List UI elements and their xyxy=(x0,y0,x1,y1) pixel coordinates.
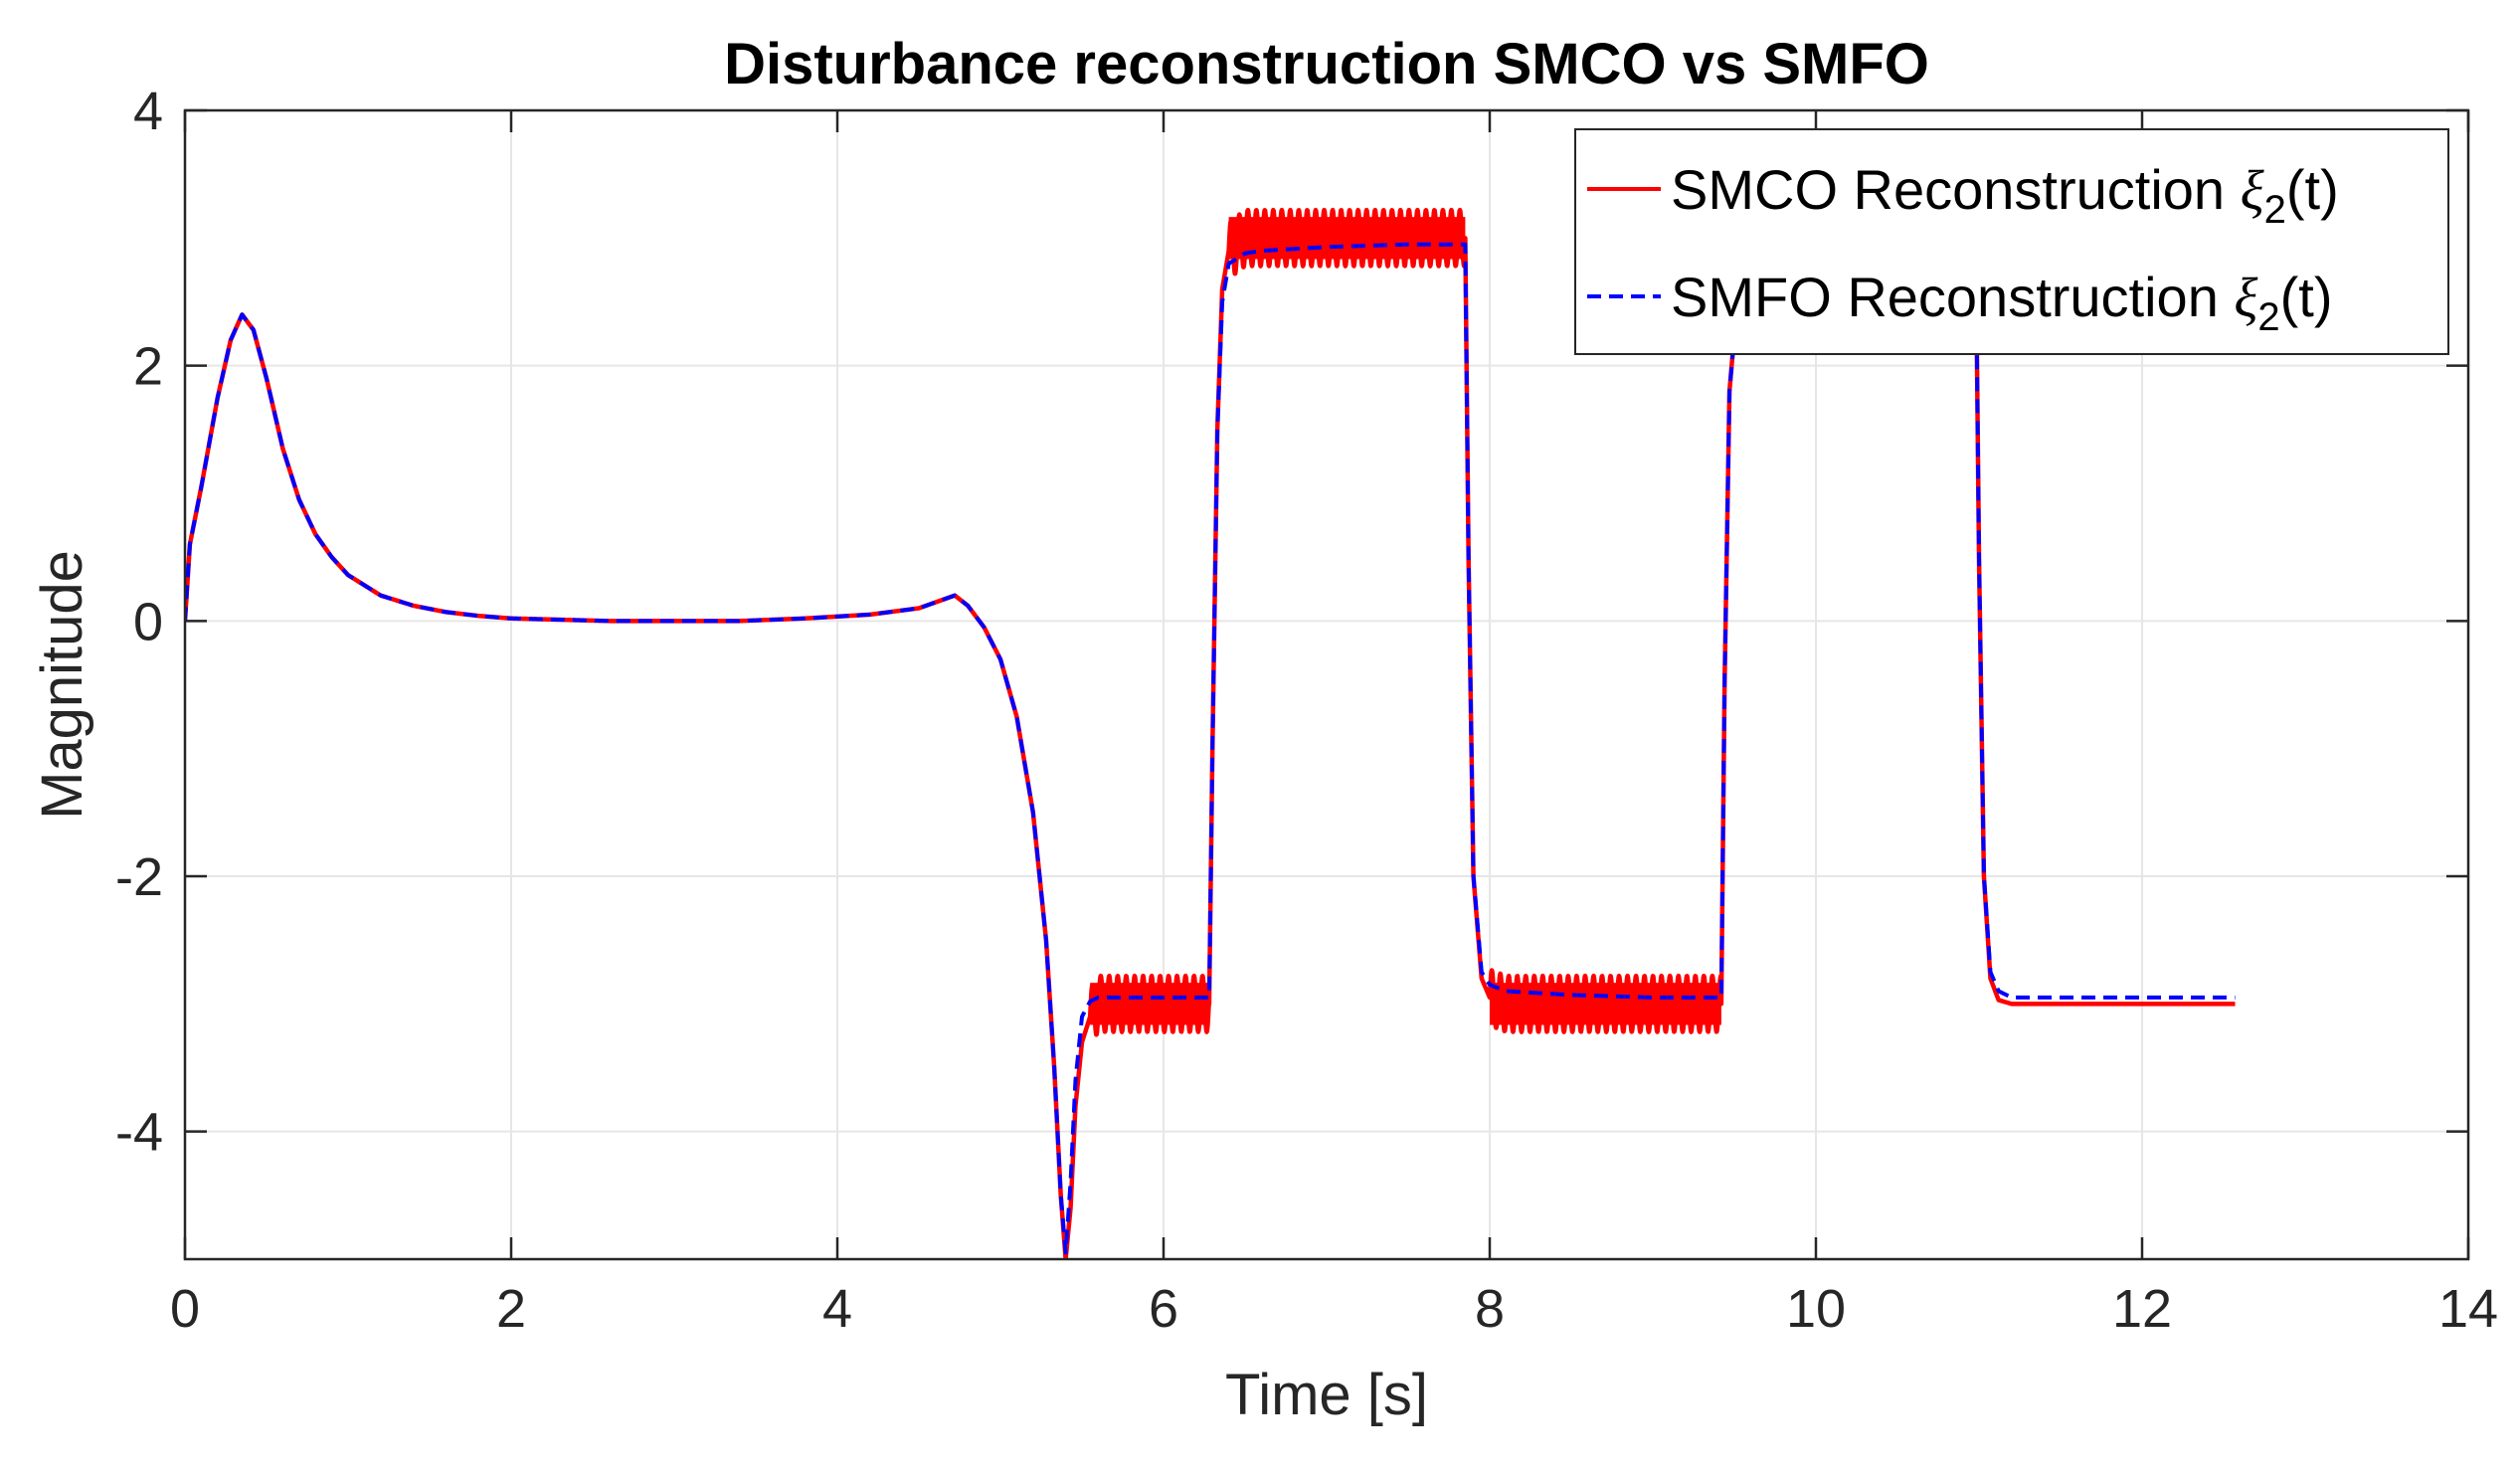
tick-labels: 0 2 4 6 8 10 12 14 -4 -2 0 2 4 xyxy=(115,82,2498,1339)
legend-suffix-smco: (t) xyxy=(2286,158,2339,221)
smco-chatter-band xyxy=(1090,983,1209,1025)
y-tick-label: -2 xyxy=(115,847,163,907)
x-tick-label: 0 xyxy=(170,1279,200,1339)
legend-sub-smco: 2 xyxy=(2264,188,2286,232)
x-tick-label: 10 xyxy=(1786,1279,1846,1339)
legend-symbol-smco: ξ xyxy=(2241,160,2264,222)
x-axis-label: Time [s] xyxy=(1225,1363,1428,1427)
legend-sub-smfo: 2 xyxy=(2257,295,2279,339)
y-tick-label: 0 xyxy=(133,592,163,651)
y-axis-label: Magnitude xyxy=(30,550,94,820)
x-tick-label: 8 xyxy=(1475,1279,1505,1339)
chart-title: Disturbance reconstruction SMCO vs SMFO xyxy=(724,32,1929,96)
x-tick-label: 2 xyxy=(496,1279,526,1339)
x-tick-label: 12 xyxy=(2112,1279,2172,1339)
y-tick-label: 2 xyxy=(133,337,163,397)
x-tick-label: 14 xyxy=(2438,1279,2498,1339)
y-tick-label: 4 xyxy=(133,82,163,141)
legend-box xyxy=(1574,128,2449,355)
legend-entry-smco: SMCO Reconstruction ξ2(t) xyxy=(1671,158,2339,232)
legend-suffix-smfo: (t) xyxy=(2280,266,2333,328)
y-tick-label: -4 xyxy=(115,1103,163,1163)
legend: SMCO Reconstruction ξ2(t) SMFO Reconstru… xyxy=(1574,128,2449,355)
smco-chatter-band xyxy=(1490,983,1721,1025)
x-tick-label: 4 xyxy=(822,1279,852,1339)
legend-symbol-smfo: ξ xyxy=(2234,268,2257,329)
legend-name-smco: SMCO Reconstruction xyxy=(1671,158,2225,221)
smco-chatter-band xyxy=(1228,217,1466,260)
legend-entry-smfo: SMFO Reconstruction ξ2(t) xyxy=(1671,266,2333,339)
legend-name-smfo: SMFO Reconstruction xyxy=(1671,266,2219,328)
axes-box xyxy=(183,108,2470,1261)
x-tick-label: 6 xyxy=(1149,1279,1178,1339)
